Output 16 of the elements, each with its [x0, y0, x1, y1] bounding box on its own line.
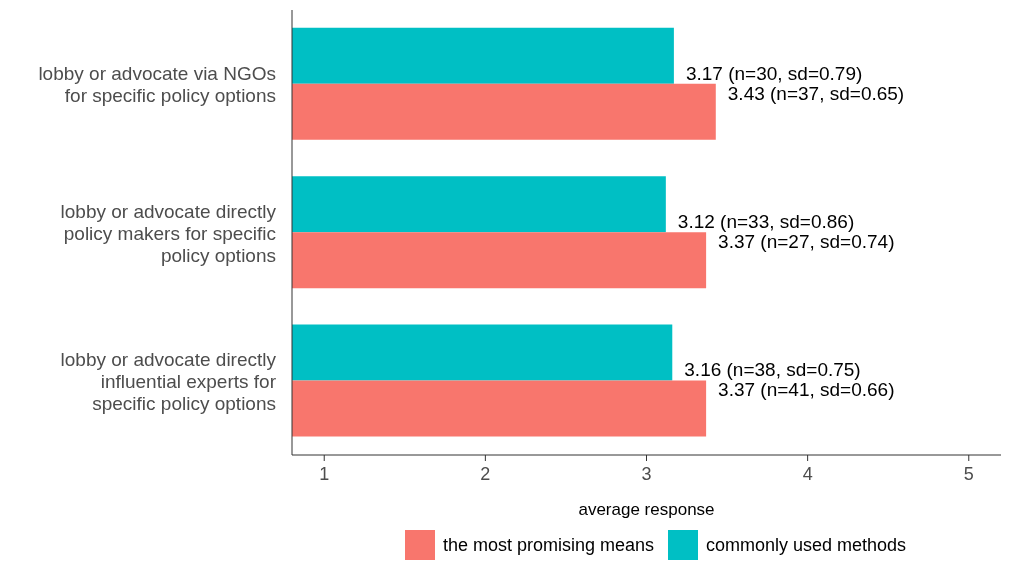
- y-tick-label: lobby or advocate directly influential experts for specific policy options: [60, 348, 277, 414]
- legend-label: commonly used methods: [706, 534, 907, 556]
- data-label: 3.37 (n=41, sd=0.66): [718, 379, 895, 401]
- x-tick-label: 3: [641, 463, 652, 484]
- x-tick-label: 2: [480, 463, 491, 484]
- x-tick-label: 4: [802, 463, 813, 484]
- x-tick-label: 5: [963, 463, 974, 484]
- data-label: 3.12 (n=33, sd=0.86): [677, 211, 855, 233]
- x-tick-label: 1: [319, 463, 330, 484]
- legend-label: the most promising means: [442, 534, 654, 556]
- data-label: 3.17 (n=30, sd=0.79): [685, 62, 863, 84]
- data-label: 3.37 (n=27, sd=0.74): [718, 231, 895, 253]
- data-label: 3.16 (n=38, sd=0.75): [684, 359, 861, 381]
- y-tick-label: lobby or advocate via NGOs for specific policy options: [38, 62, 276, 106]
- y-tick-label: lobby or advocate directly policy makers for specific policy options: [60, 200, 277, 265]
- x-axis-title: average response: [578, 500, 715, 519]
